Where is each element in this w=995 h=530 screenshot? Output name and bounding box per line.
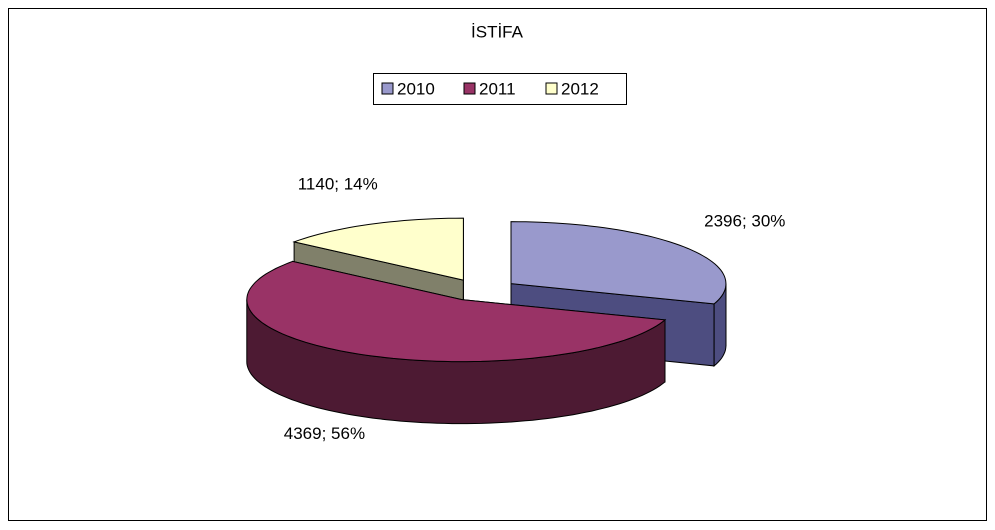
data-label: 4369; 56%: [284, 424, 365, 443]
data-label: 1140; 14%: [298, 174, 378, 193]
slice-top: [246, 260, 667, 363]
legend-swatch: [381, 82, 394, 95]
legend-label: 2012: [561, 79, 599, 98]
slice-top: [292, 217, 464, 281]
slice-top: [510, 221, 727, 305]
legend-swatch: [545, 82, 558, 95]
legend-label: 2010: [397, 79, 435, 98]
legend-box: [373, 73, 627, 105]
legend-label: 2011: [479, 79, 516, 98]
slice: [246, 260, 667, 425]
chart-title: İSTİFA: [471, 22, 524, 41]
legend-swatch: [463, 82, 476, 95]
data-label: 2396; 30%: [704, 212, 785, 231]
